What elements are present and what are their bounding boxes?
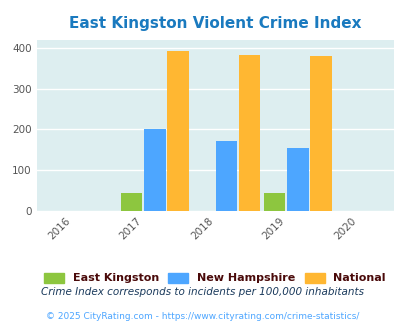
Bar	[144, 129, 166, 211]
Bar	[215, 141, 237, 211]
Text: Crime Index corresponds to incidents per 100,000 inhabitants: Crime Index corresponds to incidents per…	[41, 287, 364, 297]
Bar	[121, 193, 142, 211]
Bar	[238, 55, 260, 211]
Bar	[167, 50, 188, 211]
Text: © 2025 CityRating.com - https://www.cityrating.com/crime-statistics/: © 2025 CityRating.com - https://www.city…	[46, 312, 359, 321]
Bar	[263, 193, 284, 211]
Legend: East Kingston, New Hampshire, National: East Kingston, New Hampshire, National	[40, 268, 389, 288]
Title: East Kingston Violent Crime Index: East Kingston Violent Crime Index	[69, 16, 360, 31]
Bar	[287, 148, 308, 211]
Bar	[309, 56, 331, 211]
